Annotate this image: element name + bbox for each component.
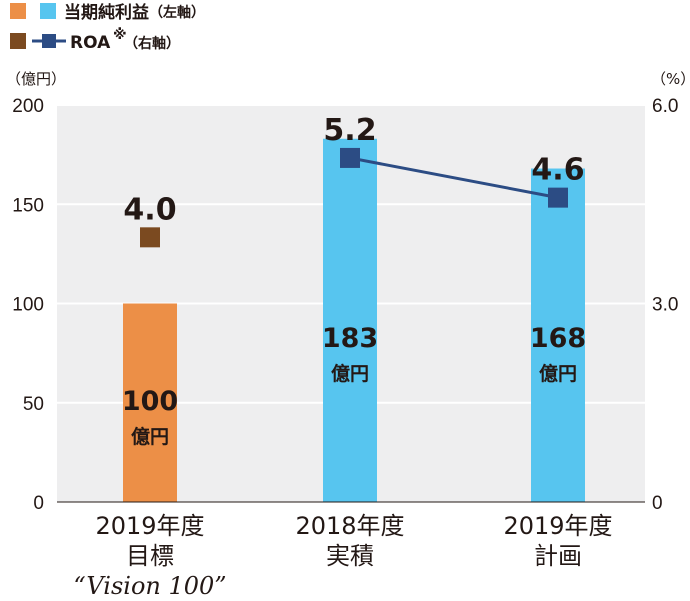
category-label-year: 2019年度 [503, 512, 612, 540]
category-label-subtitle: “Vision 100” [73, 572, 226, 600]
right-axis-ticks: 0 3.0 6.0 [652, 96, 678, 514]
legend-roa-axis: （右軸） [124, 35, 180, 52]
left-tick-label: 0 [33, 493, 44, 514]
left-tick-label: 100 [12, 295, 44, 316]
bar-unit-label: 億円 [539, 362, 577, 385]
roa-series: 4.0 5.2 4.6 [123, 113, 585, 248]
right-tick-label: 6.0 [652, 96, 678, 117]
category-label-year: 2018年度 [295, 512, 404, 540]
right-tick-label: 3.0 [652, 295, 678, 316]
legend: 当期純利益 （左軸） ROA ※ （右軸） [10, 2, 205, 53]
bar-unit-label: 億円 [331, 362, 369, 385]
bar-net-income [123, 303, 177, 502]
legend-net-income-label: 当期純利益 [64, 2, 149, 23]
bar-value-label: 168 [530, 323, 586, 354]
legend-swatch-roa-target [10, 33, 26, 49]
roa-marker [340, 147, 360, 168]
bar-unit-label: 億円 [131, 425, 169, 448]
category-label-year: 2019年度 [95, 512, 204, 540]
bar-net-income [323, 138, 377, 502]
left-axis-ticks: 0 50 100 150 200 [12, 96, 44, 514]
right-tick-label: 0 [652, 493, 663, 514]
right-axis-unit: （%） [651, 70, 690, 88]
left-tick-label: 150 [12, 195, 44, 216]
legend-swatch-net-income [40, 3, 56, 19]
roa-value-label: 5.2 [323, 113, 376, 148]
bar-value-label: 100 [122, 386, 178, 417]
value-labels: 100 億円 183 億円 168 億円 [122, 323, 586, 448]
left-tick-label: 50 [23, 394, 44, 415]
bar-value-label: 183 [322, 323, 378, 354]
left-tick-label: 200 [12, 96, 44, 117]
roa-value-label: 4.6 [531, 153, 584, 188]
roa-value-label: 4.0 [123, 192, 176, 227]
bar-net-income [531, 168, 585, 502]
category-label-type: 実積 [326, 542, 374, 570]
category-label-type: 計画 [534, 542, 582, 570]
legend-swatch-target [10, 3, 26, 19]
legend-roa-mark: ※ [113, 27, 127, 43]
left-axis-unit: （億円） [6, 70, 66, 88]
roa-line-segment [349, 156, 559, 200]
legend-roa-marker [42, 34, 56, 48]
category-label-type: 目標 [126, 542, 174, 570]
legend-roa-label: ROA [70, 33, 111, 53]
roa-target-marker [140, 227, 160, 248]
legend-net-income-axis: （左軸） [149, 4, 205, 21]
bars [123, 138, 585, 502]
roa-marker [548, 187, 568, 208]
